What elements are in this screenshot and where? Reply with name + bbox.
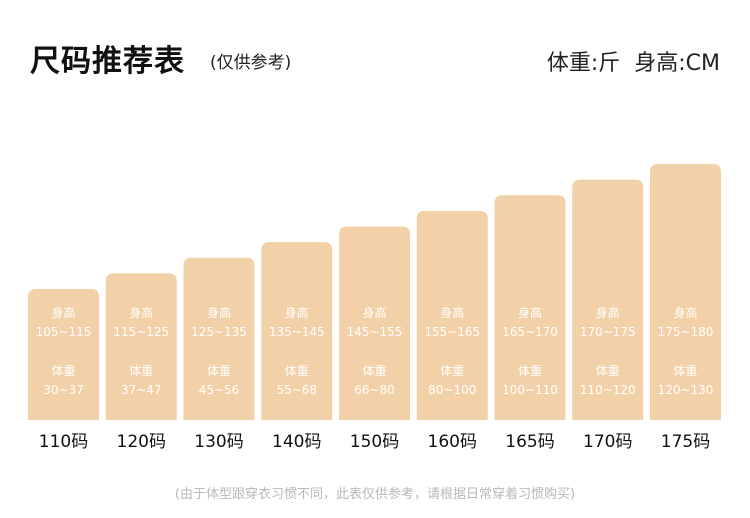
bar-weight-label: 体重 <box>285 364 309 378</box>
bar-height-range: 125~135 <box>191 325 247 339</box>
bar-height-label: 身高 <box>518 305 542 320</box>
bar-weight-range: 100~110 <box>502 383 558 397</box>
bar-4 <box>261 242 333 420</box>
bar-height-label: 身高 <box>285 305 309 320</box>
size-label: 165码 <box>505 432 554 452</box>
bar-weight-label: 体重 <box>207 364 231 378</box>
bar-6 <box>416 210 488 420</box>
bar-height-range: 105~115 <box>36 325 92 339</box>
size-label: 140码 <box>272 432 321 452</box>
size-label: 120码 <box>117 432 166 452</box>
bar-height-label: 身高 <box>362 305 386 320</box>
bar-height-label: 身高 <box>51 305 75 320</box>
bar-weight-label: 体重 <box>440 364 464 378</box>
bar-weight-label: 体重 <box>596 364 620 378</box>
bar-height-range: 145~155 <box>347 325 403 339</box>
bar-height-range: 155~165 <box>424 325 480 339</box>
bar-height-label: 身高 <box>596 305 620 320</box>
bar-weight-label: 体重 <box>518 364 542 378</box>
bar-height-label: 身高 <box>207 305 231 320</box>
unit-legend: 体重:斤 身高:CM <box>547 45 720 77</box>
bar-height-range: 135~145 <box>269 325 325 339</box>
bar-weight-range: 110~120 <box>580 383 636 397</box>
bar-weight-range: 66~80 <box>354 383 395 397</box>
page-title: 尺码推荐表 <box>30 44 185 79</box>
bar-5 <box>339 226 410 420</box>
bar-weight-range: 80~100 <box>428 383 476 397</box>
bar-weight-range: 30~37 <box>43 383 84 397</box>
height-unit: 身高:CM <box>634 51 720 76</box>
bar-height-range: 175~180 <box>658 325 714 339</box>
size-label: 150码 <box>350 432 399 452</box>
bar-weight-range: 120~130 <box>658 383 714 397</box>
size-label: 160码 <box>428 432 477 452</box>
size-label: 175码 <box>661 432 710 452</box>
weight-unit: 体重:斤 <box>546 51 621 76</box>
size-label: 130码 <box>194 432 243 452</box>
bar-weight-range: 37~47 <box>121 383 162 397</box>
bar-3 <box>183 257 255 420</box>
bar-height-range: 115~125 <box>113 325 169 339</box>
bar-8 <box>572 179 644 420</box>
bar-weight-label: 体重 <box>362 364 386 378</box>
bar-height-range: 165~170 <box>502 325 558 339</box>
bar-height-label: 身高 <box>673 305 697 320</box>
bar-weight-label: 体重 <box>673 364 697 378</box>
bar-7 <box>494 195 566 420</box>
bar-height-label: 身高 <box>440 305 464 320</box>
size-label: 110码 <box>39 432 88 452</box>
page-subtitle: (仅供参考) <box>210 53 292 73</box>
bar-weight-label: 体重 <box>51 364 75 378</box>
bar-weight-label: 体重 <box>129 364 153 378</box>
footer-note: (由于体型跟穿衣习惯不同，此表仅供参考，请根据日常穿着习惯购买) <box>174 487 576 502</box>
bar-1 <box>28 289 99 420</box>
bar-weight-range: 45~56 <box>199 383 240 397</box>
bar-9 <box>650 164 721 420</box>
bar-weight-range: 55~68 <box>276 383 317 397</box>
bar-2 <box>105 273 177 420</box>
bar-height-label: 身高 <box>129 305 153 320</box>
bar-height-range: 170~175 <box>580 325 636 339</box>
size-label: 170码 <box>583 432 632 452</box>
